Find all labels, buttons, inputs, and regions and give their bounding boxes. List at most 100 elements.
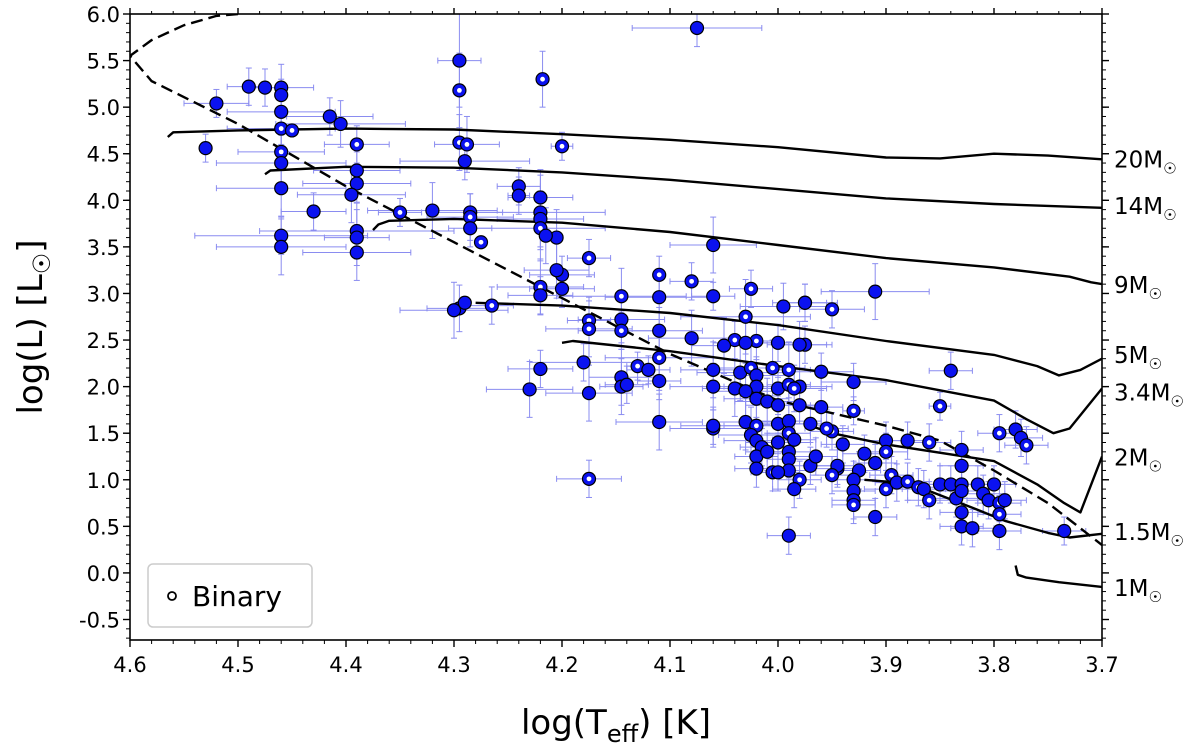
binary-marker (883, 449, 889, 455)
minor-ticks (126, 11, 1106, 644)
binary-marker (635, 363, 640, 369)
star-point (835, 437, 850, 452)
star-point (954, 442, 969, 458)
binary-marker (926, 497, 932, 503)
legend-binary-marker (167, 591, 177, 601)
binary-marker (586, 326, 592, 332)
binary-marker (278, 126, 284, 131)
binary-marker (467, 214, 473, 220)
star-point (776, 299, 791, 314)
x-tick-label: 4.5 (221, 653, 254, 677)
star-point (706, 237, 721, 253)
x-tick-label: 3.8 (977, 653, 1010, 677)
evolution-track (264, 165, 1102, 209)
binary-marker (538, 284, 543, 290)
track-mass-label: 5M☉ (1114, 343, 1162, 373)
star-point (716, 338, 732, 353)
star-point (986, 477, 1002, 492)
x-tick-label: 4.2 (545, 653, 578, 677)
track-mass-label: 3.4M☉ (1114, 380, 1184, 410)
star-point (652, 290, 667, 305)
star-point (349, 230, 364, 245)
evolution-track (372, 217, 1102, 286)
star-point (954, 483, 969, 499)
star-point (760, 444, 775, 459)
legend-binary-label: Binary (192, 580, 282, 613)
x-axis-ticks: 4.6 4.5 4.4 4.3 4.2 4.1 4.0 3.9 3.8 3.7 (113, 8, 1119, 677)
y-tick-label: 6.0 (87, 3, 120, 27)
legend: Binary (147, 563, 313, 628)
evolution-track (561, 339, 1102, 435)
star-point (533, 288, 548, 303)
star-point (997, 493, 1012, 508)
star-point (787, 481, 802, 497)
binary-marker (905, 479, 910, 485)
x-tick-label: 3.7 (1085, 653, 1118, 677)
star-point (868, 284, 883, 299)
star-point (652, 373, 667, 389)
star-point (619, 377, 634, 392)
y-tick-label: 4.5 (87, 143, 120, 167)
x-tick-label: 3.9 (869, 653, 902, 677)
y-tick-label: 0.0 (87, 562, 120, 586)
star-point (770, 335, 786, 350)
binary-marker (538, 225, 543, 231)
track-mass-label: 1.5M☉ (1114, 520, 1184, 550)
binary-marker (656, 355, 662, 361)
binary-marker (732, 337, 738, 343)
zams-dashed-line (130, 14, 1102, 546)
star-point (814, 364, 829, 379)
star-point (684, 331, 699, 346)
binary-marker (540, 76, 545, 82)
binary-marker (791, 386, 797, 391)
star-point (554, 281, 570, 296)
y-tick-label: 1.0 (87, 469, 120, 493)
track-mass-label: 2M☉ (1114, 445, 1162, 475)
star-point (533, 361, 548, 377)
evolution-track (167, 127, 1102, 161)
evolution-track (804, 420, 1102, 514)
y-axis-ticks: -0.5 0.0 0.5 1.0 1.5 2.0 2.5 3.0 3.5 4.0 4.5 5.0 5.5… (79, 3, 1109, 633)
star-point (274, 155, 289, 171)
star-point (349, 163, 364, 178)
star-point (787, 432, 802, 447)
track-mass-label: 1M☉ (1114, 576, 1162, 606)
binary-marker (883, 486, 889, 492)
binary-marker (457, 87, 462, 93)
star-point (257, 80, 273, 95)
star-point (868, 455, 883, 471)
binary-marker (689, 278, 694, 284)
star-point (349, 176, 364, 191)
star-point (198, 141, 213, 156)
binary-marker (824, 426, 829, 431)
x-tick-label: 4.6 (113, 653, 146, 677)
star-point (792, 398, 807, 413)
star-point (814, 400, 829, 415)
binary-marker (354, 142, 360, 147)
star-point (274, 104, 289, 119)
binary-marker (656, 272, 662, 278)
star-point (511, 188, 526, 203)
x-tick-label: 4.3 (437, 653, 470, 677)
star-point (954, 458, 969, 473)
binary-marker (829, 306, 835, 312)
binary-marker (926, 440, 932, 445)
y-tick-label: 3.5 (87, 236, 120, 260)
star-point (1057, 523, 1072, 539)
star-point (463, 221, 478, 236)
star-point (738, 335, 753, 350)
binary-marker (754, 423, 759, 429)
star-point (457, 295, 472, 310)
star-point (797, 295, 813, 310)
y-axis-label: log(L) [L☉] (11, 239, 56, 414)
star-point (781, 413, 796, 429)
error-bars (183, 14, 1087, 555)
binary-marker (397, 210, 403, 215)
star-point (306, 204, 321, 219)
star-point (641, 362, 656, 377)
star-point (522, 382, 537, 397)
star-point (781, 528, 796, 543)
star-point (322, 109, 337, 124)
binary-marker (797, 477, 802, 483)
